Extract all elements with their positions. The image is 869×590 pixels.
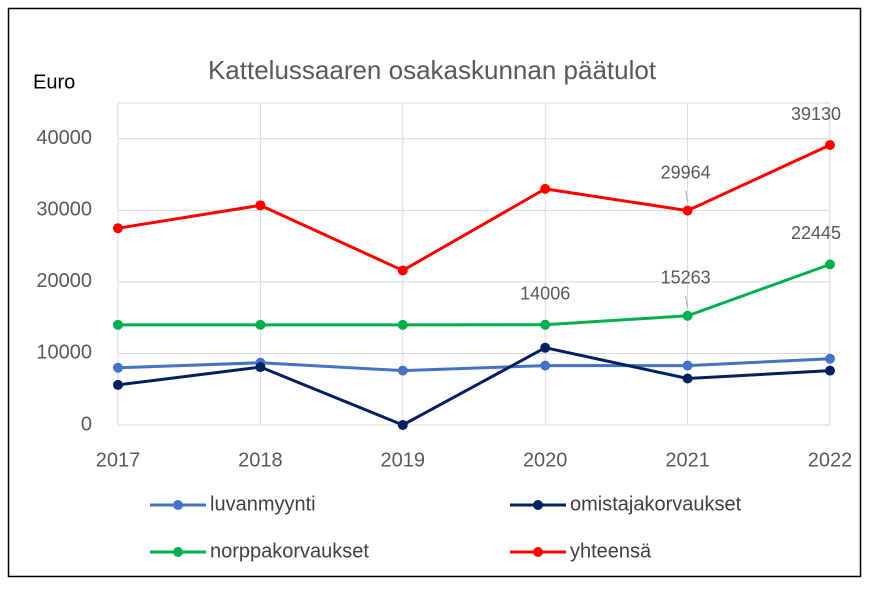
data-point bbox=[113, 319, 123, 330]
x-tick-label: 2018 bbox=[238, 449, 283, 471]
leader-line bbox=[685, 295, 689, 308]
data-point bbox=[397, 265, 408, 276]
y-tick-label: 20000 bbox=[36, 270, 92, 292]
data-point bbox=[825, 259, 835, 270]
data-point bbox=[825, 365, 835, 376]
data-label: 22445 bbox=[791, 223, 841, 243]
y-tick-label: 40000 bbox=[36, 127, 92, 149]
legend-marker bbox=[173, 500, 183, 510]
legend-label: omistajakorvaukset bbox=[570, 493, 742, 515]
data-point bbox=[113, 223, 123, 234]
data-label: 29964 bbox=[661, 162, 711, 182]
data-point bbox=[540, 360, 551, 371]
data-label: 15263 bbox=[661, 268, 711, 288]
leader-line bbox=[685, 190, 689, 203]
data-point bbox=[540, 319, 551, 330]
y-axis-label: Euro bbox=[33, 71, 75, 93]
data-point bbox=[397, 365, 408, 376]
data-label: 39130 bbox=[791, 104, 841, 124]
data-point bbox=[682, 360, 693, 371]
legend-marker bbox=[533, 547, 543, 557]
series-line bbox=[117, 357, 831, 373]
data-point bbox=[255, 362, 266, 373]
legend-label: luvanmyynti bbox=[210, 493, 316, 515]
legend-label: yhteensä bbox=[570, 540, 652, 562]
legend-label: norppakorvaukset bbox=[210, 540, 369, 562]
data-point bbox=[540, 183, 551, 194]
chart-frame bbox=[7, 7, 862, 578]
y-tick-label: 30000 bbox=[36, 199, 92, 221]
series-line bbox=[117, 143, 831, 273]
data-point bbox=[682, 310, 693, 321]
legend-marker bbox=[533, 500, 543, 510]
y-tick-label: 10000 bbox=[36, 342, 92, 364]
x-tick-label: 2017 bbox=[96, 449, 141, 471]
series-line bbox=[117, 346, 831, 427]
series-line bbox=[118, 262, 831, 327]
data-point bbox=[255, 319, 266, 330]
x-tick-label: 2020 bbox=[523, 449, 568, 471]
data-point bbox=[682, 205, 693, 216]
data-point bbox=[113, 362, 123, 373]
data-point bbox=[825, 140, 835, 151]
data-point bbox=[113, 379, 123, 390]
data-point bbox=[255, 200, 266, 211]
data-point bbox=[825, 353, 835, 364]
data-point bbox=[397, 319, 408, 330]
y-tick-label: 0 bbox=[81, 413, 92, 435]
data-point bbox=[540, 342, 551, 353]
chart-title: Kattelussaaren osakaskunnan päätulot bbox=[208, 55, 657, 85]
data-point bbox=[682, 373, 693, 384]
x-tick-label: 2019 bbox=[381, 449, 426, 471]
legend-marker bbox=[173, 547, 183, 557]
x-tick-label: 2021 bbox=[665, 449, 710, 471]
data-label: 14006 bbox=[520, 284, 570, 304]
x-tick-label: 2022 bbox=[808, 449, 853, 471]
data-point bbox=[397, 420, 408, 430]
